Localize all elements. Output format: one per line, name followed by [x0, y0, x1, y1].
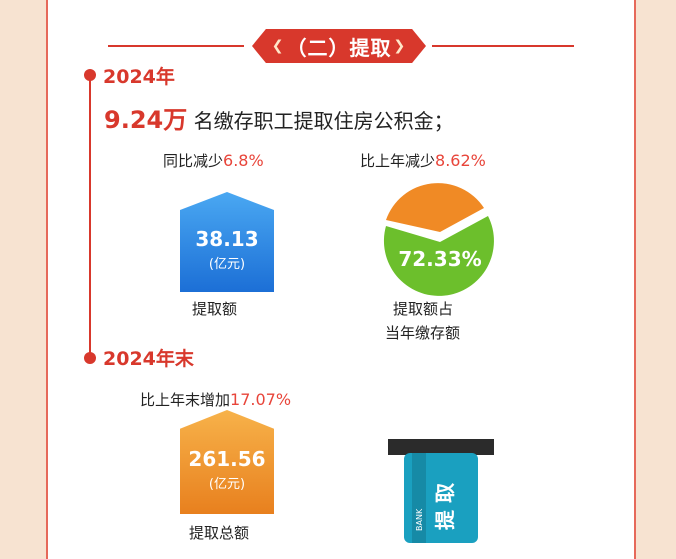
- atm-slot: [388, 439, 494, 455]
- chevron-right-icon: ❯: [393, 38, 407, 54]
- pie-slice-green: [383, 216, 494, 296]
- withdrawal-change-value: 6.8%: [223, 151, 264, 170]
- timeline: [89, 73, 91, 358]
- total-change-value: 17.07%: [230, 390, 292, 409]
- section-banner: ❮ （二）提取 ❯: [252, 29, 426, 63]
- withdrawal-unit: (亿元): [208, 256, 246, 272]
- withdrawal-change-label: 同比减少: [163, 152, 224, 170]
- total-change: 比上年末增加17.07%: [140, 389, 291, 410]
- card-text: 提 取: [433, 483, 457, 530]
- year-label-2024: 2024年: [103, 66, 175, 88]
- pie-slice-orange: [386, 183, 484, 232]
- section-title: （二）提取: [286, 35, 392, 60]
- header-line-left: [108, 45, 244, 47]
- pie-icon: [383, 183, 494, 296]
- year-label-2024-end: 2024年末: [103, 348, 194, 370]
- ratio-change: 比上年减少8.62%: [360, 150, 486, 171]
- ratio-caption-line1: 提取额占: [393, 300, 454, 318]
- card-label: BANK: [415, 508, 424, 531]
- total-unit: (亿元): [208, 476, 246, 492]
- ratio-change-label: 比上年减少: [360, 152, 436, 170]
- ratio-percent: 72.33%: [398, 247, 482, 271]
- ratio-caption-line2: 当年缴存额: [385, 324, 461, 342]
- total-change-label: 比上年末增加: [140, 391, 231, 409]
- left-margin: [0, 0, 46, 559]
- withdrawal-change: 同比减少6.8%: [163, 150, 264, 171]
- content-card: [46, 0, 636, 559]
- withdrawal-house-icon: 38.13 (亿元): [180, 192, 274, 292]
- headline-text: 名缴存职工提取住房公积金；: [193, 109, 454, 133]
- chevron-left-icon: ❮: [271, 38, 285, 54]
- withdrawal-amount: 38.13: [195, 226, 259, 251]
- total-house-icon: 261.56 (亿元): [180, 410, 274, 514]
- timeline-dot-2024-end: [84, 352, 96, 364]
- headline-number: 9.24万: [104, 106, 188, 134]
- right-margin: [636, 0, 676, 559]
- header-line-right: [432, 45, 574, 47]
- card-stripe: [412, 453, 426, 543]
- total-caption: 提取总额: [189, 524, 250, 542]
- bank-card-icon: BANK 提 取: [388, 439, 494, 543]
- withdrawal-caption: 提取额: [192, 300, 238, 318]
- ratio-change-value: 8.62%: [435, 151, 486, 170]
- headline: 9.24万 名缴存职工提取住房公积金；: [104, 100, 454, 135]
- total-amount: 261.56: [188, 446, 266, 471]
- timeline-dot-2024: [84, 69, 96, 81]
